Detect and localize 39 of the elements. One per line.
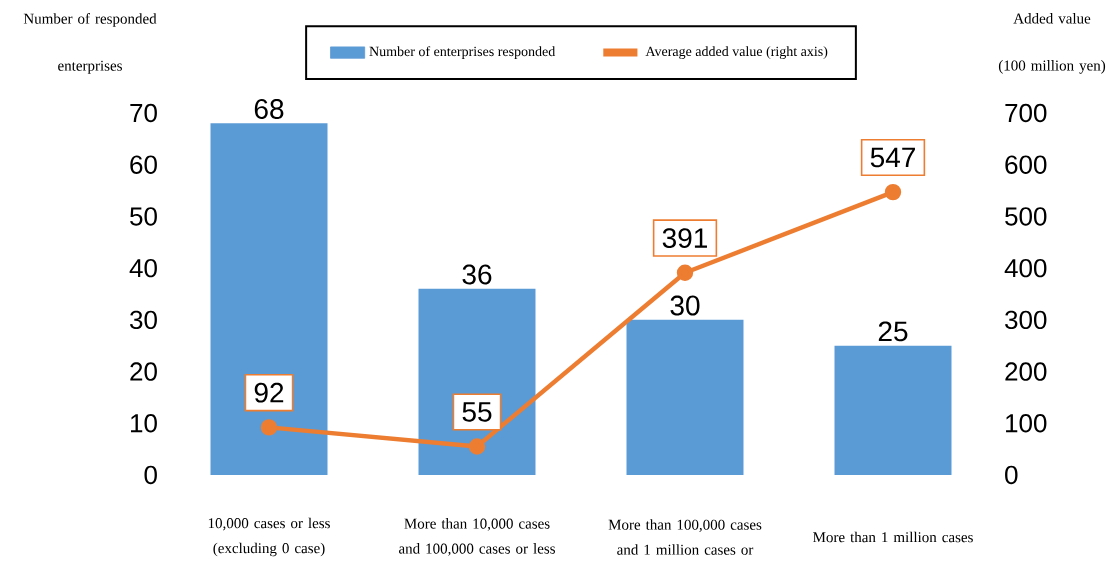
point: [260, 419, 278, 436]
bar: [834, 345, 952, 475]
data-label: 25: [878, 321, 908, 342]
y2-tick-label: 200: [1005, 362, 1047, 381]
data-label: 391: [662, 228, 707, 248]
point: [884, 183, 902, 201]
legend-label: Number of enterprises responded: [369, 46, 556, 59]
bar: [626, 319, 744, 475]
data-label: 36: [462, 264, 492, 285]
y-tick-label: 60: [130, 155, 157, 174]
text: Number of responded enterprises: [23, 13, 157, 74]
y-tick-label: 10: [130, 414, 157, 433]
y2-tick-label: 700: [1005, 103, 1047, 123]
x-tick-label: More than 1 million cases: [813, 531, 973, 543]
data-label: 68: [254, 99, 284, 119]
y2-tick-label: 100: [1006, 414, 1047, 433]
y2-tick-label: 600: [1005, 155, 1047, 174]
bar: [210, 123, 328, 475]
y-tick-label: 40: [129, 258, 157, 278]
y2-tick-label: 400: [1004, 258, 1047, 278]
x-tick-label: More than 100,000 cases and 1 million cases or: [608, 519, 762, 555]
point: [676, 264, 694, 281]
y2-tick-label: 500: [1005, 207, 1047, 226]
y2-tick-label: 300: [1005, 310, 1047, 330]
y-tick-label: 20: [130, 362, 157, 381]
data-label: 92: [254, 382, 284, 403]
x-tick-label: More than 10,000 cases and 100,000 cases or less: [399, 518, 555, 556]
text: Added value (100 million yen): [998, 13, 1106, 74]
y-tick-label: 50: [130, 207, 157, 226]
point: [468, 438, 486, 455]
y-tick-label: 0: [144, 465, 157, 485]
legend-label: Average added value (right axis): [645, 46, 828, 59]
y-tick-label: 30: [130, 310, 157, 330]
y-tick-label: 70: [130, 103, 157, 123]
data-label: 55: [462, 402, 492, 422]
y2-tick-label: 0: [1005, 465, 1018, 485]
data-label: 30: [670, 295, 700, 316]
data-label: 547: [870, 147, 915, 168]
x-tick-label: 10,000 cases or less (excluding 0 case): [208, 517, 330, 557]
